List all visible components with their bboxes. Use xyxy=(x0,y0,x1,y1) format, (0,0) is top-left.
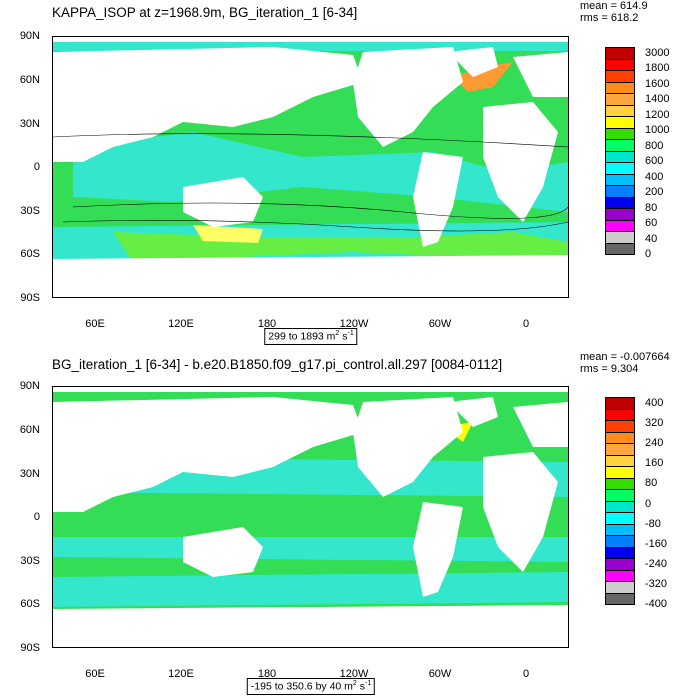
colorbar-label: 600 xyxy=(645,155,664,168)
colorbar-label: 1000 xyxy=(645,124,670,137)
lon-label: 120W xyxy=(339,668,369,680)
lat-label: 90S xyxy=(20,642,40,654)
colorbar-label: 200 xyxy=(645,186,664,199)
top-colorbar xyxy=(605,47,635,255)
lat-label: 90N xyxy=(19,30,40,42)
colorbar-label: 800 xyxy=(645,139,664,152)
colorbar-label: 0 xyxy=(645,248,652,260)
colorbar-label: 320 xyxy=(645,417,664,430)
lat-label: 60S xyxy=(20,598,40,610)
top-panel-title: KAPPA_ISOP at z=1968.9m, BG_iteration_1 … xyxy=(52,5,358,20)
bottom-range-label: -195 to 350.6 by 40 m2 s-1 xyxy=(246,678,376,695)
lon-label: 60E xyxy=(85,318,105,330)
colorbar-label: 1600 xyxy=(645,77,670,90)
top-panel: KAPPA_ISOP at z=1968.9m, BG_iteration_1 … xyxy=(19,0,670,345)
top-rms: rms = 618.2 xyxy=(580,12,639,24)
lat-label: 30N xyxy=(19,118,40,130)
colorbar-label: 40 xyxy=(645,232,658,245)
colorbar-label: -320 xyxy=(645,577,668,590)
colorbar-label: 0 xyxy=(645,497,652,510)
lat-label: 0 xyxy=(33,511,40,523)
lat-label: 30N xyxy=(19,468,40,480)
top-map xyxy=(52,36,569,298)
colorbar-label: 80 xyxy=(645,477,658,490)
bottom-map xyxy=(52,386,569,648)
lon-label: 180 xyxy=(257,318,277,330)
lon-label: 120E xyxy=(168,318,194,330)
bottom-colorbar xyxy=(605,397,635,605)
colorbar-label: 1200 xyxy=(645,108,670,121)
colorbar-swatch xyxy=(605,592,635,605)
top-panel-stats: mean = 614.9 rms = 618.2 xyxy=(580,0,648,24)
bottom-panel-stats: mean = -0.007664 rms = 9.304 xyxy=(580,351,670,375)
lon-label: 120E xyxy=(168,668,194,680)
colorbar-label: 400 xyxy=(645,397,664,409)
colorbar-label: -240 xyxy=(645,557,668,570)
lon-label: 0 xyxy=(522,668,530,680)
lon-label: 60W xyxy=(428,668,452,680)
colorbar-label: -400 xyxy=(645,598,668,610)
top-map-field xyxy=(53,37,568,297)
lat-label: 90S xyxy=(20,292,40,304)
lon-label: 0 xyxy=(522,318,530,330)
lon-label: 180 xyxy=(257,668,277,680)
colorbar-label: 3000 xyxy=(645,47,670,59)
top-range-label: 299 to 1893 m2 s-1 xyxy=(264,328,358,345)
colorbar-label: 400 xyxy=(645,170,664,183)
colorbar-label: -160 xyxy=(645,537,668,550)
colorbar-label: 60 xyxy=(645,217,658,230)
colorbar-label: 240 xyxy=(645,437,664,450)
colorbar-label: 80 xyxy=(645,201,658,214)
bottom-panel-title: BG_iteration_1 [6-34] - b.e20.B1850.f09_… xyxy=(52,357,503,372)
lat-label: 60S xyxy=(20,248,40,260)
colorbar-label: 160 xyxy=(645,457,664,470)
lat-label: 60N xyxy=(19,74,40,86)
bottom-rms: rms = 9.304 xyxy=(580,363,639,375)
lat-label: 90N xyxy=(19,380,40,392)
colorbar-label: 1400 xyxy=(645,93,670,106)
lat-label: 30S xyxy=(20,205,40,217)
colorbar-label: -80 xyxy=(645,517,661,530)
lon-label: 120W xyxy=(339,318,369,330)
lat-label: 30S xyxy=(20,555,40,567)
colorbar-label: 1800 xyxy=(645,62,670,75)
bottom-panel: BG_iteration_1 [6-34] - b.e20.B1850.f09_… xyxy=(0,350,700,700)
lat-label: 60N xyxy=(19,424,40,436)
lon-label: 60W xyxy=(428,318,452,330)
bottom-mean: mean = -0.007664 xyxy=(580,351,670,363)
bottom-map-field xyxy=(53,387,568,647)
lat-label: 0 xyxy=(33,161,40,173)
top-mean: mean = 614.9 xyxy=(580,0,648,12)
lon-label: 60E xyxy=(85,668,105,680)
colorbar-swatch xyxy=(605,242,635,255)
